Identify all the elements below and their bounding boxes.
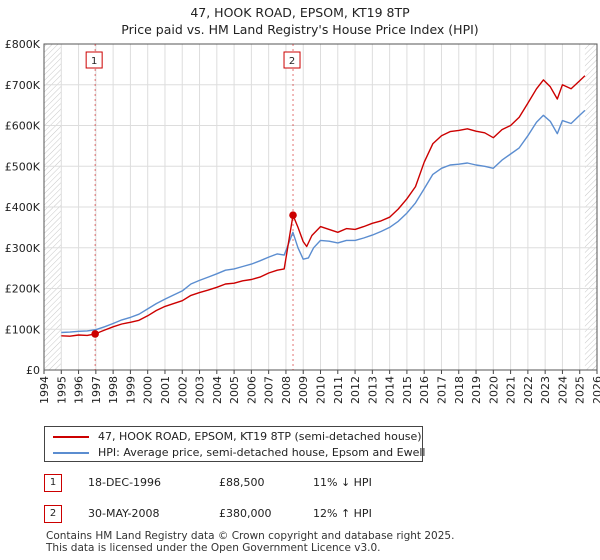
x-tick-label: 1997 xyxy=(90,376,103,404)
x-tick-label: 2011 xyxy=(332,376,345,404)
y-tick-label: £800K xyxy=(5,38,41,51)
x-tick-label: 2019 xyxy=(470,376,483,404)
legend-label-property: 47, HOOK ROAD, EPSOM, KT19 8TP (semi-det… xyxy=(98,430,422,443)
x-tick-label: 2003 xyxy=(194,376,207,404)
footer-attribution: Contains HM Land Registry data © Crown c… xyxy=(46,530,454,554)
x-tick-label: 2006 xyxy=(245,376,258,404)
x-tick-label: 2025 xyxy=(574,376,587,404)
y-tick-label: £100K xyxy=(5,323,41,336)
y-tick-label: £400K xyxy=(5,201,41,214)
x-tick-label: 1994 xyxy=(38,376,51,404)
x-tick-label: 2017 xyxy=(435,376,448,404)
sale-marker-badge-2 xyxy=(283,51,301,69)
x-tick-label: 1998 xyxy=(107,376,120,404)
x-tick-label: 1999 xyxy=(124,376,137,404)
hpi-series-line xyxy=(61,109,586,334)
y-tick-label: £500K xyxy=(5,160,41,173)
x-tick-label: 2013 xyxy=(366,376,379,404)
sale-date: 18-DEC-1996 xyxy=(88,476,162,489)
chart-title: 47, HOOK ROAD, EPSOM, KT19 8TP xyxy=(190,5,410,20)
x-tick-label: 2026 xyxy=(591,376,600,404)
sale-number-badge: 2 xyxy=(44,505,62,523)
chart-subtitle: Price paid vs. HM Land Registry's House … xyxy=(121,22,479,37)
y-tick-label: £700K xyxy=(5,79,41,92)
x-tick-label: 2002 xyxy=(176,376,189,404)
x-tick-label: 2015 xyxy=(401,376,414,404)
x-tick-label: 2007 xyxy=(263,376,276,404)
y-tick-label: £200K xyxy=(5,283,41,296)
x-tick-label: 2020 xyxy=(487,376,500,404)
x-tick-label: 2001 xyxy=(159,376,172,404)
sale-point-2 xyxy=(289,211,297,219)
y-tick-label: £0 xyxy=(26,364,40,377)
x-tick-label: 2012 xyxy=(349,376,362,404)
chart-legend: 47, HOOK ROAD, EPSOM, KT19 8TP (semi-det… xyxy=(44,426,426,462)
sale-marker-badge-1 xyxy=(85,51,103,69)
sale-hpi-diff: 11% ↓ HPI xyxy=(313,476,372,489)
footer-copyright: Contains HM Land Registry data © Crown c… xyxy=(46,530,455,542)
x-tick-label: 2021 xyxy=(505,376,518,404)
y-tick-label: £300K xyxy=(5,242,41,255)
sale-point-1 xyxy=(91,330,99,338)
x-tick-label: 2014 xyxy=(384,376,397,404)
x-tick-label: 2005 xyxy=(228,376,241,404)
x-tick-label: 1995 xyxy=(55,376,68,404)
legend-line-hpi xyxy=(53,452,89,454)
legend-line-property xyxy=(53,436,89,438)
x-tick-label: 2022 xyxy=(522,376,535,404)
x-tick-label: 1996 xyxy=(73,376,86,404)
sale-date: 30-MAY-2008 xyxy=(88,507,160,520)
footer-licence: This data is licensed under the Open Gov… xyxy=(46,542,381,554)
x-tick-label: 2004 xyxy=(211,376,224,404)
price-chart: 1 2 £0 £100K £200K £300K £400K £500K £600K £700K… xyxy=(5,38,600,404)
sale-marker-label-1: 1 xyxy=(91,56,97,67)
sale-price: £380,000 xyxy=(219,507,272,520)
y-tick-label: £600K xyxy=(5,120,41,133)
x-tick-label: 2008 xyxy=(280,376,293,404)
x-tick-label: 2023 xyxy=(539,376,552,404)
property-series-line xyxy=(61,75,586,337)
sale-hpi-diff: 12% ↑ HPI xyxy=(313,507,372,520)
x-tick-label: 2018 xyxy=(453,376,466,404)
x-tick-label: 2009 xyxy=(297,376,310,404)
legend-label-hpi: HPI: Average price, semi-detached house,… xyxy=(98,446,426,459)
x-tick-label: 2016 xyxy=(418,376,431,404)
x-tick-label: 2010 xyxy=(315,376,328,404)
x-tick-label: 2024 xyxy=(556,376,569,404)
sale-number-badge: 1 xyxy=(44,474,62,492)
sale-price: £88,500 xyxy=(219,476,265,489)
plot-frame xyxy=(43,43,598,371)
sale-marker-label-2: 2 xyxy=(289,56,295,67)
x-tick-label: 2000 xyxy=(142,376,155,404)
chart-title-block: 47, HOOK ROAD, EPSOM, KT19 8TP Price pai… xyxy=(0,4,600,38)
